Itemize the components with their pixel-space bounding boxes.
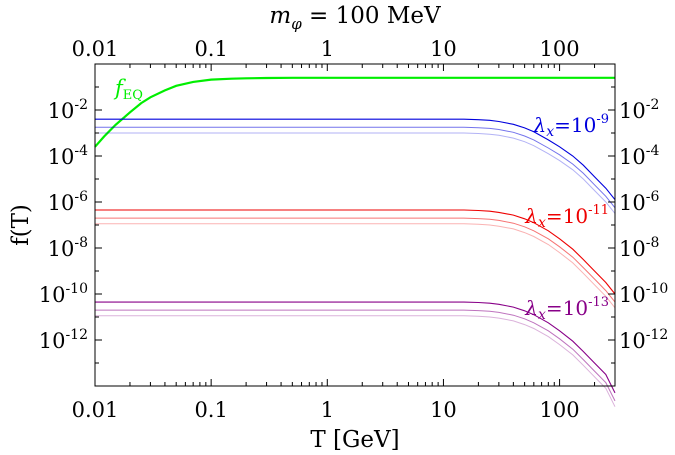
y-tick-exponent: -4 xyxy=(74,143,88,159)
y-tick-exponent: -6 xyxy=(74,189,88,205)
series-label-sub: x xyxy=(546,124,554,140)
series-line-faint xyxy=(95,315,616,407)
x-top-tick-label: 10 xyxy=(430,37,457,61)
y-tick-exponent: -10 xyxy=(65,281,88,297)
x-tick-label: 0.1 xyxy=(194,398,227,422)
y-tick-base: 10 xyxy=(48,237,75,261)
y-tick-base: 10 xyxy=(48,145,75,169)
y-tick-base: 10 xyxy=(48,191,75,215)
series-label-feq: fEQ xyxy=(113,76,143,103)
y-right-tick-exponent: -4 xyxy=(646,143,660,159)
series-line xyxy=(94,76,615,148)
series-label-exp: -13 xyxy=(588,295,609,310)
series-label-lambda: λx=10-11 xyxy=(524,203,609,231)
x-tick-label: 0.01 xyxy=(72,398,119,422)
y-tick-exponent: -2 xyxy=(74,97,88,113)
y-right-tick-base: 10 xyxy=(619,237,646,261)
y-right-tick-exponent: -8 xyxy=(646,235,660,251)
x-tick-label: 10 xyxy=(430,398,457,422)
series-label-eq: =10 xyxy=(546,204,588,228)
y-tick-exponent: -8 xyxy=(74,235,88,251)
y-right-tick-label: 10-4 xyxy=(619,143,659,169)
x-axis-label: T [GeV] xyxy=(310,427,399,453)
y-tick-label: 10-12 xyxy=(39,327,88,353)
y-right-tick-exponent: -2 xyxy=(646,97,660,113)
series-label-sub: x xyxy=(538,215,546,231)
y-tick-exponent: -12 xyxy=(65,327,88,343)
series-label-exp: -11 xyxy=(588,203,609,218)
x-top-tick-label: 0.1 xyxy=(194,37,227,61)
x-tick-label: 100 xyxy=(540,398,580,422)
y-tick-label: 10-4 xyxy=(48,143,88,169)
series-label-eq: =10 xyxy=(546,296,588,320)
y-right-tick-base: 10 xyxy=(619,283,646,307)
series-label-main: f xyxy=(113,76,126,100)
plot-frame xyxy=(94,63,616,387)
x-top-tick-label: 100 xyxy=(540,37,580,61)
y-tick-base: 10 xyxy=(39,329,66,353)
y-right-tick-label: 10-12 xyxy=(619,327,668,353)
y-axis-label: f(T) xyxy=(8,204,34,246)
series-label-main: λ xyxy=(524,204,538,228)
series-line xyxy=(95,118,616,201)
y-tick-base: 10 xyxy=(48,99,75,123)
series-line-faint xyxy=(95,223,616,309)
series-label-exp: -9 xyxy=(596,112,609,127)
y-right-tick-base: 10 xyxy=(619,145,646,169)
x-top-tick-label: 0.01 xyxy=(72,37,119,61)
series-line xyxy=(95,301,616,394)
y-tick-label: 10-8 xyxy=(48,235,88,261)
x-tick-label: 1 xyxy=(321,398,334,422)
series-label-sub: EQ xyxy=(123,88,143,103)
y-right-tick-exponent: -10 xyxy=(646,281,669,297)
series-label-main: λ xyxy=(533,113,547,137)
series-label-eq: =10 xyxy=(554,113,596,137)
y-right-tick-base: 10 xyxy=(619,99,646,123)
series-line xyxy=(95,209,616,295)
series-line-faint xyxy=(95,309,616,402)
y-right-tick-label: 10-10 xyxy=(619,281,668,307)
y-tick-label: 10-2 xyxy=(48,97,88,123)
series-line-faint xyxy=(95,217,616,303)
series-line-faint xyxy=(95,132,616,214)
series-label-lambda: λx=10-9 xyxy=(533,112,609,140)
x-top-tick-label: 1 xyxy=(321,37,334,61)
y-right-tick-exponent: -12 xyxy=(646,327,669,343)
series-label-lambda: λx=10-13 xyxy=(524,295,609,323)
y-right-tick-label: 10-2 xyxy=(619,97,659,123)
y-right-tick-label: 10-6 xyxy=(619,189,659,215)
y-tick-base: 10 xyxy=(39,283,66,307)
y-tick-label: 10-6 xyxy=(48,189,88,215)
y-tick-label: 10-10 xyxy=(39,281,88,307)
y-right-tick-label: 10-8 xyxy=(619,235,659,261)
series-label-sub: x xyxy=(538,307,546,323)
series-line-faint xyxy=(95,126,616,209)
chart-title: mφ = 100 MeV xyxy=(269,3,441,33)
y-right-tick-base: 10 xyxy=(619,329,646,353)
y-right-tick-exponent: -6 xyxy=(646,189,660,205)
series-label-main: λ xyxy=(524,296,538,320)
y-right-tick-base: 10 xyxy=(619,191,646,215)
